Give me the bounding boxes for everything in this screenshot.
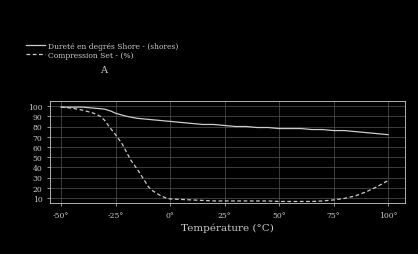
Compression Set - (%) — [150, 189, 155, 193]
Compression Set - (%) — [107, 125, 112, 129]
Dureté en degrés Shore - (shores) — [80, 106, 85, 109]
Dureté en degrés Shore - (shores) — [364, 132, 369, 135]
Compression Set - (%) — [113, 134, 118, 137]
Compression Set - (%) — [91, 112, 96, 115]
Compression Set - (%) — [200, 199, 205, 202]
Compression Set - (%) — [124, 151, 129, 154]
Dureté en degrés Shore - (shores) — [298, 128, 303, 131]
Compression Set - (%) — [288, 200, 293, 203]
Compression Set - (%) — [178, 198, 184, 201]
Dureté en degrés Shore - (shores) — [91, 107, 96, 110]
Dureté en degrés Shore - (shores) — [288, 128, 293, 131]
Dureté en degrés Shore - (shores) — [353, 131, 358, 134]
Compression Set - (%) — [309, 200, 314, 203]
Compression Set - (%) — [233, 200, 238, 203]
Dureté en degrés Shore - (shores) — [189, 122, 194, 125]
Dureté en degrés Shore - (shores) — [157, 119, 162, 122]
Dureté en degrés Shore - (shores) — [211, 123, 216, 126]
Compression Set - (%) — [146, 185, 151, 188]
Dureté en degrés Shore - (shores) — [222, 124, 227, 128]
Dureté en degrés Shore - (shores) — [309, 129, 314, 132]
Line: Dureté en degrés Shore - (shores): Dureté en degrés Shore - (shores) — [61, 108, 388, 135]
Compression Set - (%) — [255, 200, 260, 203]
Dureté en degrés Shore - (shores) — [102, 108, 107, 111]
Compression Set - (%) — [102, 119, 107, 122]
Dureté en degrés Shore - (shores) — [109, 110, 114, 113]
Compression Set - (%) — [353, 195, 358, 198]
Compression Set - (%) — [80, 109, 85, 112]
Compression Set - (%) — [277, 200, 282, 203]
Dureté en degrés Shore - (shores) — [168, 120, 173, 123]
Compression Set - (%) — [69, 107, 74, 110]
Dureté en degrés Shore - (shores) — [265, 126, 270, 130]
Compression Set - (%) — [364, 190, 369, 194]
Dureté en degrés Shore - (shores) — [146, 118, 151, 121]
Compression Set - (%) — [320, 200, 325, 203]
Dureté en degrés Shore - (shores) — [320, 129, 325, 132]
Compression Set - (%) — [385, 179, 390, 182]
Dureté en degrés Shore - (shores) — [385, 134, 390, 137]
Text: A: A — [100, 66, 107, 75]
Compression Set - (%) — [298, 200, 303, 203]
Compression Set - (%) — [98, 115, 103, 118]
Dureté en degrés Shore - (shores) — [178, 121, 184, 124]
Compression Set - (%) — [222, 200, 227, 203]
Compression Set - (%) — [59, 106, 64, 109]
Compression Set - (%) — [331, 199, 336, 202]
Dureté en degrés Shore - (shores) — [244, 125, 249, 129]
Compression Set - (%) — [120, 143, 125, 146]
Dureté en degrés Shore - (shores) — [135, 117, 140, 120]
Compression Set - (%) — [135, 168, 140, 171]
Compression Set - (%) — [141, 178, 146, 181]
Compression Set - (%) — [163, 197, 168, 200]
Dureté en degrés Shore - (shores) — [342, 130, 347, 133]
Line: Compression Set - (%): Compression Set - (%) — [61, 108, 388, 202]
Compression Set - (%) — [157, 194, 162, 197]
Compression Set - (%) — [189, 199, 194, 202]
Dureté en degrés Shore - (shores) — [233, 125, 238, 129]
Dureté en degrés Shore - (shores) — [331, 130, 336, 133]
Dureté en degrés Shore - (shores) — [255, 126, 260, 130]
Compression Set - (%) — [342, 197, 347, 200]
Compression Set - (%) — [168, 198, 173, 201]
Compression Set - (%) — [375, 185, 380, 188]
Dureté en degrés Shore - (shores) — [277, 128, 282, 131]
Dureté en degrés Shore - (shores) — [124, 115, 129, 118]
X-axis label: Température (°C): Température (°C) — [181, 223, 274, 232]
Dureté en degrés Shore - (shores) — [113, 112, 118, 115]
Compression Set - (%) — [211, 200, 216, 203]
Dureté en degrés Shore - (shores) — [59, 106, 64, 109]
Compression Set - (%) — [265, 200, 270, 203]
Dureté en degrés Shore - (shores) — [375, 133, 380, 136]
Legend: Dureté en degrés Shore - (shores), Compression Set - (%): Dureté en degrés Shore - (shores), Compr… — [25, 42, 178, 60]
Compression Set - (%) — [244, 200, 249, 203]
Dureté en degrés Shore - (shores) — [200, 123, 205, 126]
Compression Set - (%) — [128, 159, 133, 162]
